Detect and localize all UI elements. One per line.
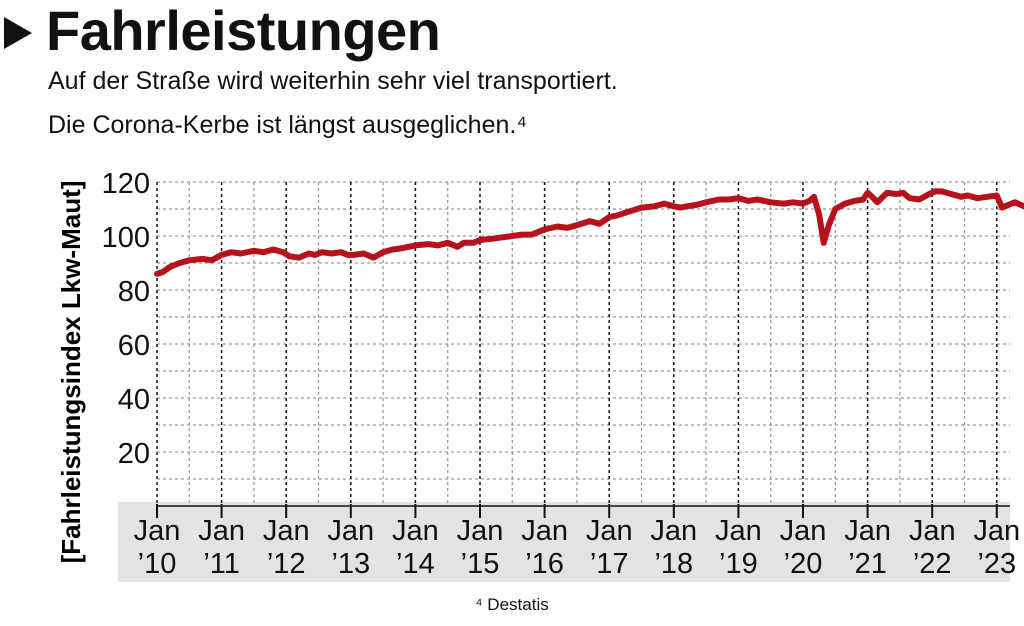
y-tick-label-120: 120 (102, 168, 150, 200)
x-tick-label-2014: Jan ’14 (392, 515, 439, 580)
subtitle-line-1: Auf der Straße wird weiterhin sehr viel … (48, 67, 618, 95)
title-row: Fahrleistungen (4, 0, 441, 62)
y-axis-label: [Fahrleistungsindex Lkw-Maut] (56, 181, 86, 564)
y-axis-tick-labels: 20 40 60 80 100 120 (102, 168, 150, 470)
y-tick-label-20: 20 (118, 438, 150, 470)
x-tick-label-2010: Jan ’10 (134, 515, 181, 580)
x-tick-label-2013: Jan ’13 (327, 515, 374, 580)
horizontal-gridlines (157, 181, 1010, 507)
subtitle-line-2: Die Corona-Kerbe ist längst ausgeglichen… (48, 111, 528, 139)
x-tick-label-2019: Jan ’19 (715, 515, 762, 580)
x-tick-label-2015: Jan ’15 (457, 515, 504, 580)
x-tick-label-2021: Jan ’21 (844, 515, 891, 580)
x-tick-label-2016: Jan ’16 (521, 515, 568, 580)
y-tick-label-60: 60 (118, 330, 150, 362)
vertical-gridlines (156, 182, 998, 518)
page-title: Fahrleistungen (46, 0, 441, 62)
x-tick-label-2017: Jan ’17 (586, 515, 633, 580)
x-tick-label-2018: Jan ’18 (650, 515, 697, 580)
play-arrow-icon (4, 17, 32, 49)
y-tick-label-80: 80 (118, 276, 150, 308)
x-tick-label-2020: Jan ’20 (780, 515, 827, 580)
x-tick-label-2012: Jan ’12 (263, 515, 310, 580)
x-axis-tick-labels: Jan ’10 Jan ’11 Jan ’12 Jan ’13 Jan ’14 Jan ’15 Jan’… (134, 515, 1021, 580)
x-tick-label-2022: Jan ’22 (909, 515, 956, 580)
series-line-fahrleistungsindex (154, 188, 1024, 277)
y-tick-label-40: 40 (118, 384, 150, 416)
x-tick-label-2023: Jan ’23 (973, 515, 1020, 580)
x-tick-label-2011: Jan ’11 (198, 515, 245, 580)
y-tick-label-100: 100 (102, 222, 150, 254)
x-axis-label-band (118, 502, 1010, 582)
footnote-source: ⁴ Destatis (475, 595, 549, 614)
